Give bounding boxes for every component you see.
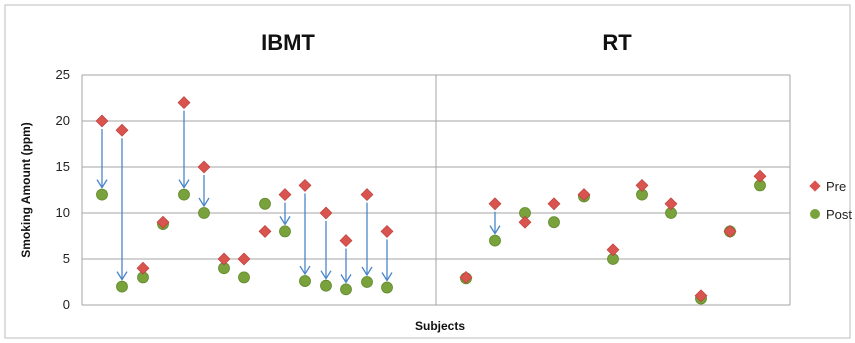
post-point-11 — [299, 275, 311, 287]
post-point-6 — [198, 207, 210, 219]
pre-point-25 — [723, 224, 737, 238]
post-point-5 — [178, 188, 190, 201]
legend-marker-post — [810, 209, 820, 219]
arrow-head-subject-13 — [340, 274, 352, 284]
post-point-14 — [361, 276, 373, 288]
legend-marker-pre — [809, 180, 821, 192]
arrow-head-subject-5 — [178, 179, 190, 189]
y-tick-label-15: 15 — [56, 159, 70, 174]
pre-point-18 — [518, 215, 532, 229]
post-point-9 — [259, 197, 271, 210]
legend-label-pre: Pre — [826, 179, 846, 194]
pre-point-3 — [136, 261, 150, 275]
x-axis-title: Subjects — [415, 319, 465, 333]
arrow-head-subject-15 — [381, 272, 393, 282]
y-tick-label-0: 0 — [63, 297, 70, 312]
post-point-1 — [96, 188, 108, 201]
group-title-ibmt: IBMT — [261, 30, 315, 55]
pre-point-1 — [95, 114, 109, 128]
pre-point-9 — [258, 224, 272, 238]
post-point-2 — [116, 280, 128, 293]
arrow-head-subject-10 — [279, 216, 291, 226]
post-point-13 — [340, 283, 352, 296]
pre-point-19 — [547, 197, 561, 211]
change-arrows — [96, 110, 501, 284]
arrow-head-subject-17 — [489, 225, 501, 235]
pre-point-16 — [459, 270, 473, 284]
pre-point-2 — [115, 123, 129, 137]
pre-point-12 — [319, 206, 333, 220]
post-point-8 — [238, 271, 250, 284]
pre-point-17 — [488, 197, 502, 211]
arrow-head-subject-6 — [198, 197, 210, 208]
y-tick-label-10: 10 — [56, 205, 70, 220]
pre-point-10 — [278, 188, 292, 202]
y-tick-label-5: 5 — [63, 251, 70, 266]
pre-point-6 — [197, 160, 211, 174]
arrow-head-subject-12 — [320, 270, 332, 280]
post-point-12 — [320, 279, 332, 292]
arrow-head-subject-11 — [299, 265, 311, 276]
post-point-10 — [279, 225, 291, 238]
pre-point-4 — [156, 215, 170, 229]
data-points — [95, 96, 767, 305]
y-axis-title: Smoking Amount (ppm) — [19, 122, 33, 258]
pre-point-8 — [237, 252, 251, 266]
pre-point-26 — [753, 169, 767, 183]
arrow-head-subject-1 — [96, 179, 108, 189]
post-point-19 — [548, 216, 560, 229]
pre-point-7 — [217, 252, 231, 266]
group-title-rt: RT — [602, 30, 632, 55]
post-point-17 — [489, 234, 501, 247]
arrow-head-subject-2 — [116, 271, 128, 281]
y-tick-label-20: 20 — [56, 113, 70, 128]
pre-point-20 — [577, 188, 591, 202]
y-tick-label-25: 25 — [56, 67, 70, 82]
arrow-head-subject-14 — [361, 266, 373, 277]
legend-label-post: Post — [826, 207, 852, 222]
pre-point-11 — [298, 178, 312, 192]
pre-point-13 — [339, 234, 353, 248]
pre-point-15 — [380, 224, 394, 238]
y-axis-ticks: 0 5 10 15 20 25 — [56, 67, 70, 312]
pre-point-14 — [360, 188, 374, 202]
pre-point-22 — [635, 178, 649, 192]
pre-point-23 — [664, 197, 678, 211]
pre-point-21 — [606, 243, 620, 257]
pre-point-5 — [177, 96, 191, 110]
chart-border — [4, 4, 851, 339]
legend: Pre Post — [809, 179, 852, 222]
pre-point-24 — [694, 289, 708, 303]
post-point-15 — [381, 281, 393, 294]
